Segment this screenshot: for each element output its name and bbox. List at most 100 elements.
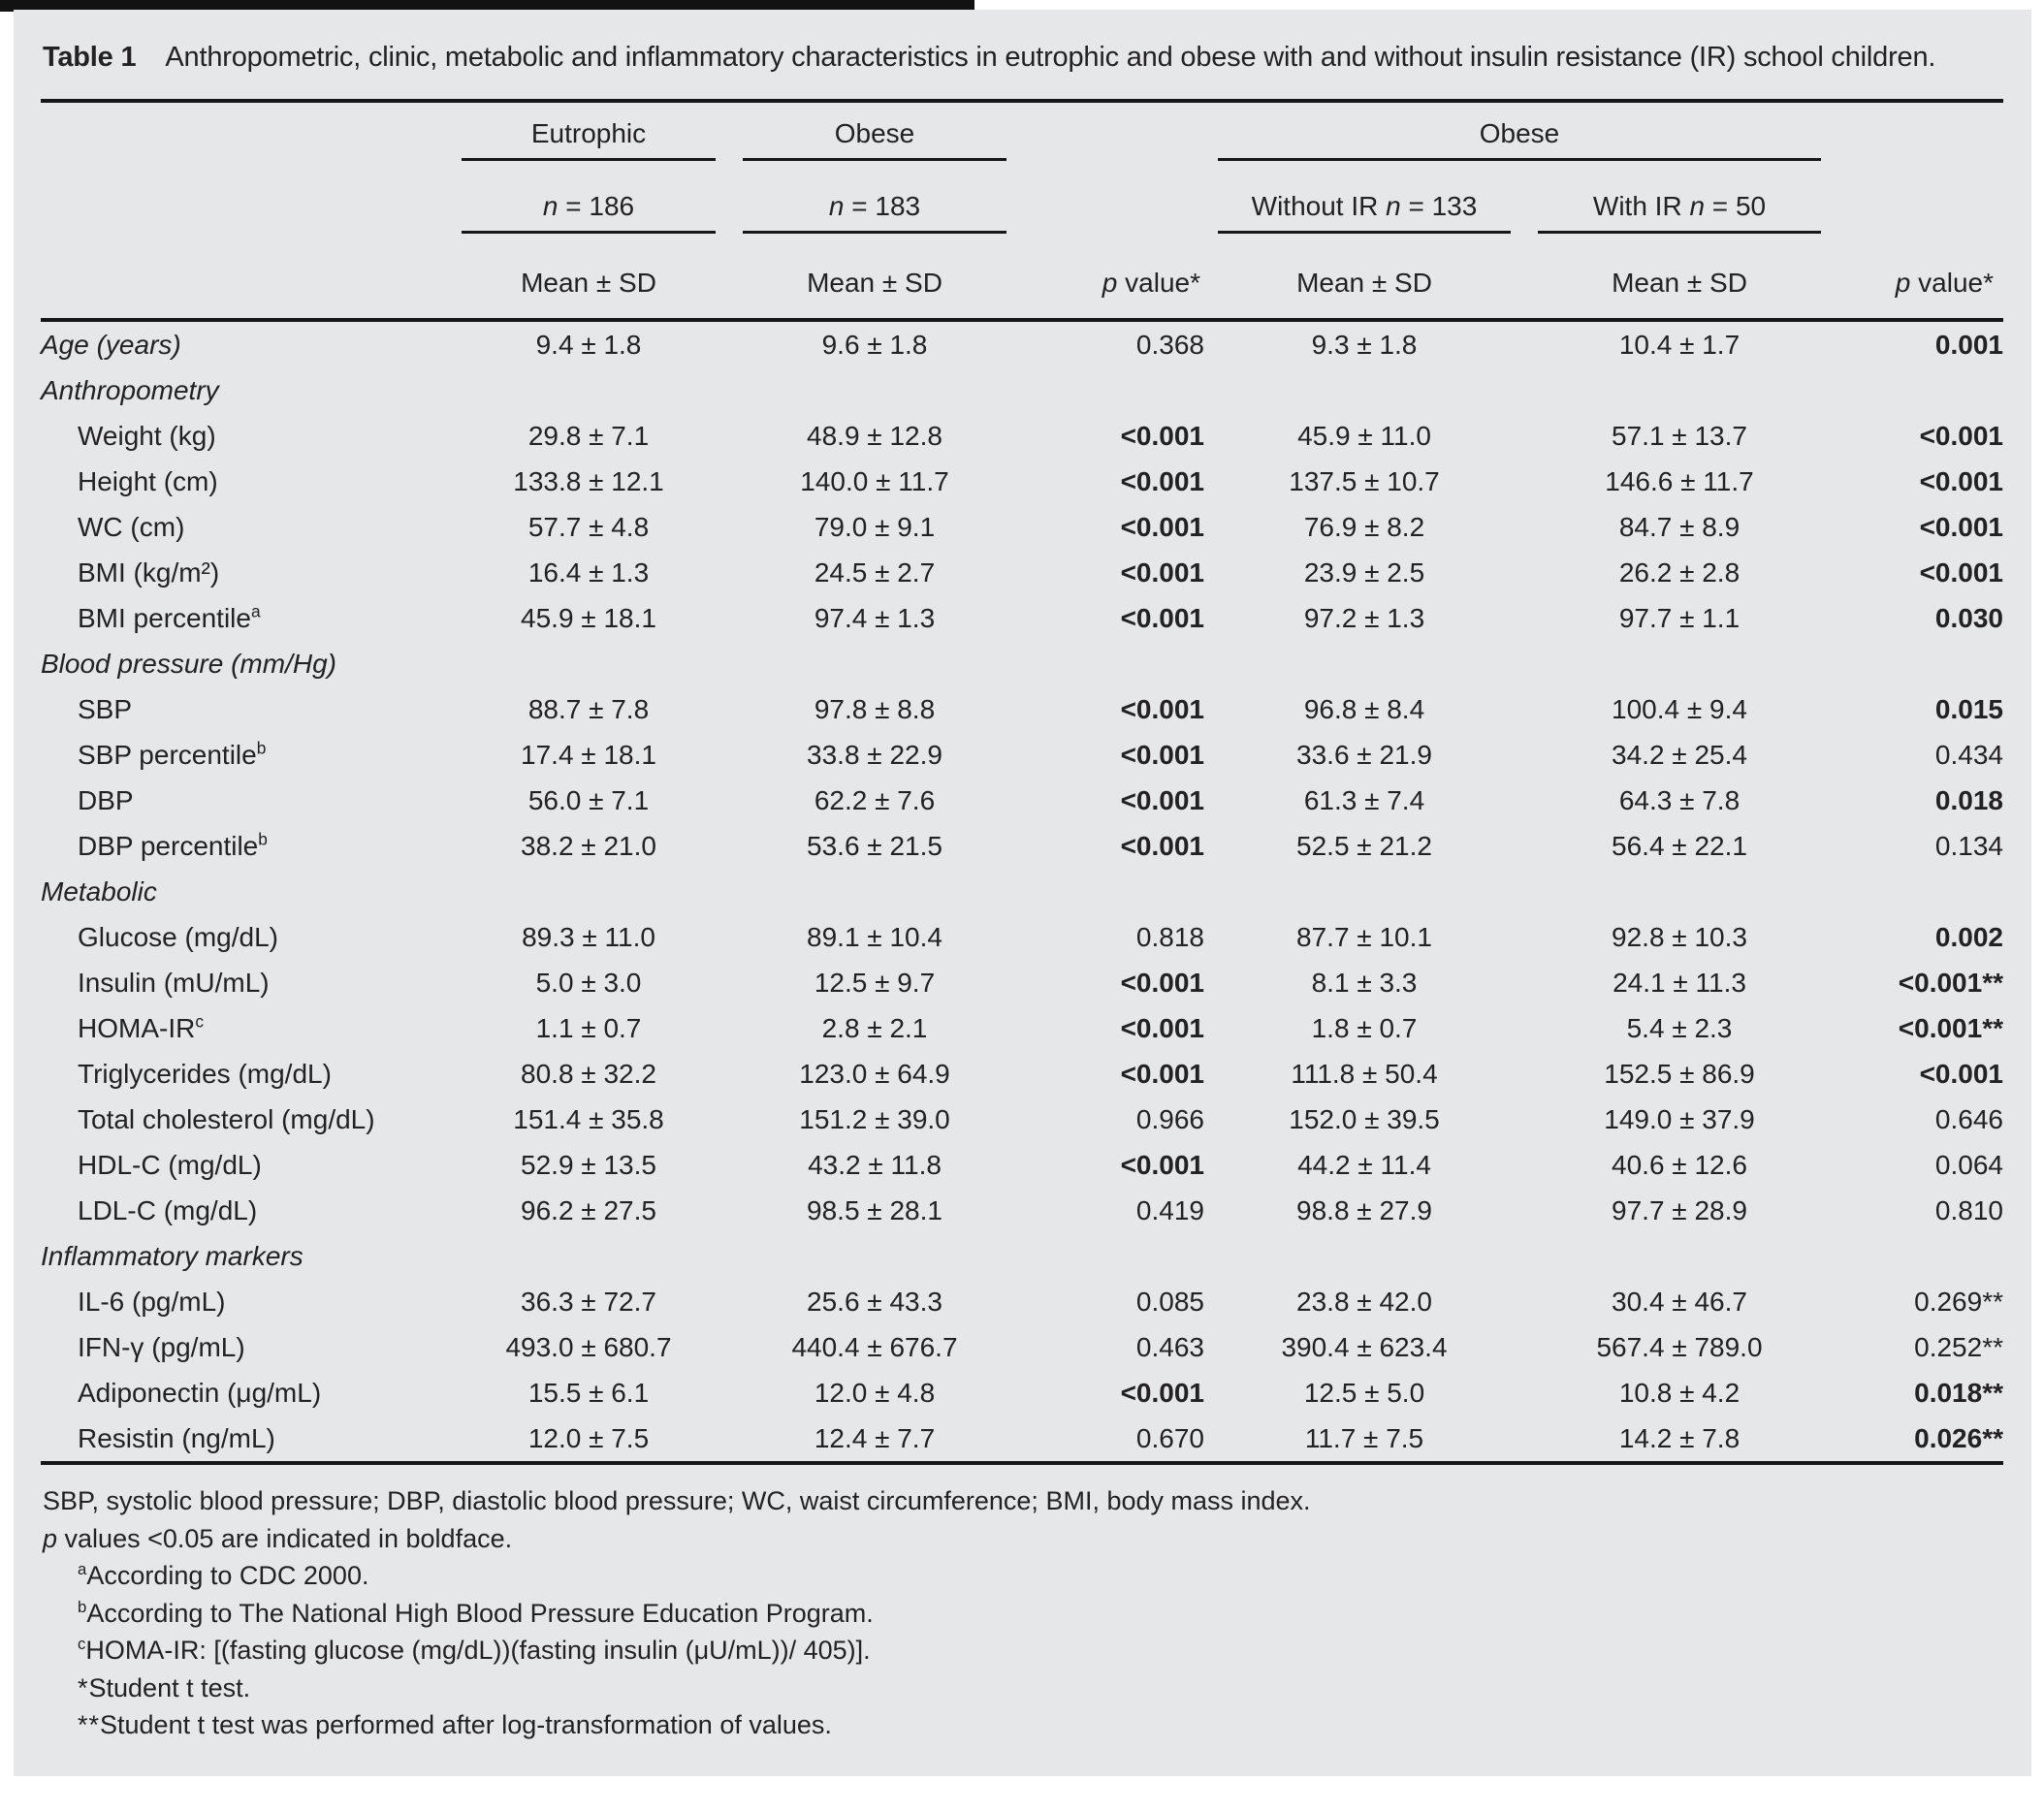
p-symbol: p	[1102, 268, 1118, 298]
value-cell: 152.0 ± 39.5	[1289, 1103, 1440, 1134]
p-value-cell: 0.434	[1934, 739, 2003, 770]
row-label: Resistin (ng/mL)	[41, 1415, 448, 1465]
with-ir-cell: With IR n = 50	[1524, 176, 1835, 248]
value-cell: 137.5 ± 10.7	[1289, 465, 1440, 496]
row-label: HDL-C (mg/dL)	[78, 1149, 262, 1180]
p-value-header: p value*	[1835, 248, 2003, 322]
p-value-cell: <0.001	[1120, 511, 1204, 542]
footnote-text: According to The National High Blood Pre…	[86, 1598, 874, 1628]
value-cell: 89.1 ± 10.4	[807, 921, 942, 952]
value-cell: 97.8 ± 8.8	[814, 693, 936, 724]
value-cell	[1524, 367, 1835, 413]
row-label: Anthropometry	[41, 374, 219, 405]
row-label: LDL-C (mg/dL)	[78, 1194, 258, 1225]
value-cell: 40.6 ± 12.6	[1612, 1149, 1747, 1180]
value-cell: 79.0 ± 9.1	[814, 511, 936, 542]
value-cell: 8.1 ± 3.3	[1311, 967, 1418, 998]
spacer-cell	[1835, 176, 2003, 248]
value-cell	[1204, 367, 1524, 413]
p-value-cell: 0.419	[1135, 1194, 1204, 1225]
footnote-text: HOMA-IR: [(fasting glucose (mg/dL))(fast…	[85, 1636, 871, 1665]
value-cell: 11.7 ± 7.5	[1204, 1415, 1524, 1465]
value-cell: 33.6 ± 21.9	[1296, 739, 1432, 770]
value-cell: 33.8 ± 22.9	[807, 739, 942, 770]
value-cell: 30.4 ± 46.7	[1612, 1286, 1747, 1317]
table-row: Resistin (ng/mL) 12.0 ± 7.5 12.4 ± 7.7 0.67…	[41, 1415, 2003, 1465]
value-cell: 14.2 ± 7.8	[1524, 1415, 1835, 1465]
p-value-cell: <0.001	[1919, 465, 2003, 496]
value-cell: 52.9 ± 13.5	[521, 1149, 656, 1180]
table-row: Weight (kg) 29.8 ± 7.1 48.9 ± 12.8 <0.001 45…	[41, 413, 2003, 459]
table-row: Glucose (mg/dL) 89.3 ± 11.0 89.1 ± 10.4 0.8…	[41, 914, 2003, 960]
value-cell	[1204, 1233, 1524, 1279]
value-cell: 1.8 ± 0.7	[1311, 1012, 1418, 1043]
characteristics-table: Eutrophic Obese Obese n = 186 n = 183 Wi…	[41, 99, 2003, 1465]
footnote-text: values <0.05 are indicated in boldface.	[57, 1523, 513, 1553]
value-cell: 61.3 ± 7.4	[1303, 784, 1425, 815]
n-symbol: n	[828, 191, 845, 221]
footnote-marker: c	[78, 1635, 86, 1653]
p-value-cell: 0.018**	[1914, 1377, 2003, 1408]
value-cell: 36.3 ± 72.7	[521, 1286, 656, 1317]
spacer-cell	[41, 176, 448, 248]
value-cell: 5.0 ± 3.0	[535, 967, 642, 998]
value-cell: 133.8 ± 12.1	[513, 465, 664, 496]
value-cell: 24.1 ± 11.3	[1613, 967, 1746, 998]
p-value-cell: 0.018	[1934, 784, 2003, 815]
value-cell: 10.8 ± 4.2	[1618, 1377, 1741, 1408]
value-cell: 38.2 ± 21.0	[521, 830, 656, 861]
table-row: DBP percentileb 38.2 ± 21.0 53.6 ± 21.5 <0.…	[41, 823, 2003, 869]
value-cell: 84.7 ± 8.9	[1618, 511, 1741, 542]
value-cell: 149.0 ± 37.9	[1604, 1103, 1755, 1134]
table-body: Age (years) 9.4 ± 1.8 9.6 ± 1.8 0.368 9.3 ± …	[41, 320, 2003, 1465]
without-ir-label: Without IR	[1251, 191, 1387, 221]
n-symbol: n	[1386, 191, 1401, 221]
value-cell: 9.3 ± 1.8	[1311, 329, 1418, 360]
value-cell: 140.0 ± 11.7	[800, 465, 949, 496]
row-label: BMI percentilea	[78, 601, 261, 633]
p-value-cell: 0.001	[1934, 329, 2003, 360]
p-value-cell: <0.001	[1120, 830, 1204, 861]
value-cell: 23.8 ± 42.0	[1296, 1286, 1432, 1317]
p-value-cell: <0.001	[1919, 557, 2003, 588]
table-number: Table 1	[43, 42, 137, 73]
value-cell: 146.6 ± 11.7	[1605, 465, 1754, 496]
mean-sd-header: Mean ± SD	[1524, 248, 1835, 322]
without-ir-n-value: = 133	[1400, 191, 1478, 221]
value-cell	[1524, 1233, 1835, 1279]
n-symbol: n	[542, 191, 559, 221]
value-cell: 26.2 ± 2.8	[1618, 557, 1741, 588]
p-value-cell: <0.001	[1120, 465, 1204, 496]
value-cell: 12.4 ± 7.7	[729, 1415, 1020, 1465]
value-cell: 45.9 ± 18.1	[521, 602, 656, 633]
section-row: Blood pressure (mm/Hg)	[41, 641, 2003, 686]
p-value-cell	[1835, 641, 2003, 686]
value-cell: 9.4 ± 1.8	[535, 329, 642, 360]
value-cell: 98.5 ± 28.1	[807, 1194, 942, 1225]
p-value-cell	[1020, 869, 1204, 914]
p-symbol: p	[43, 1523, 58, 1553]
value-cell: 97.4 ± 1.3	[814, 602, 936, 633]
p-value-cell: <0.001	[1919, 511, 2003, 542]
row-label: HOMA-IRc	[78, 1011, 205, 1043]
value-cell: 62.2 ± 7.6	[814, 784, 936, 815]
mean-sd-header: Mean ± SD	[729, 248, 1020, 322]
table-row: Total cholesterol (mg/dL) 151.4 ± 35.8 151…	[41, 1097, 2003, 1142]
value-cell	[729, 641, 1020, 686]
p-value-cell: <0.001	[1120, 1012, 1204, 1043]
row-label: Height (cm)	[78, 465, 218, 496]
p-value-cell: 0.818	[1135, 921, 1204, 952]
value-cell	[1204, 869, 1524, 914]
p-value-cell: 0.026**	[1835, 1415, 2003, 1465]
p-value-cell: 0.966	[1135, 1103, 1204, 1134]
table-title: Table 1 Anthropometric, clinic, metabolic…	[14, 10, 2031, 80]
row-label: BMI (kg/m²)	[78, 557, 220, 588]
p-symbol: p	[1895, 268, 1911, 298]
value-cell: 97.7 ± 28.9	[1612, 1194, 1747, 1225]
value-cell: 12.5 ± 9.7	[814, 967, 936, 998]
value-cell: 97.2 ± 1.3	[1303, 602, 1425, 633]
p-value-cell: 0.646	[1934, 1103, 2003, 1134]
row-label: Triglycerides (mg/dL)	[78, 1058, 332, 1089]
value-cell: 17.4 ± 18.1	[521, 739, 656, 770]
p-value-cell: 0.002	[1934, 921, 2003, 952]
